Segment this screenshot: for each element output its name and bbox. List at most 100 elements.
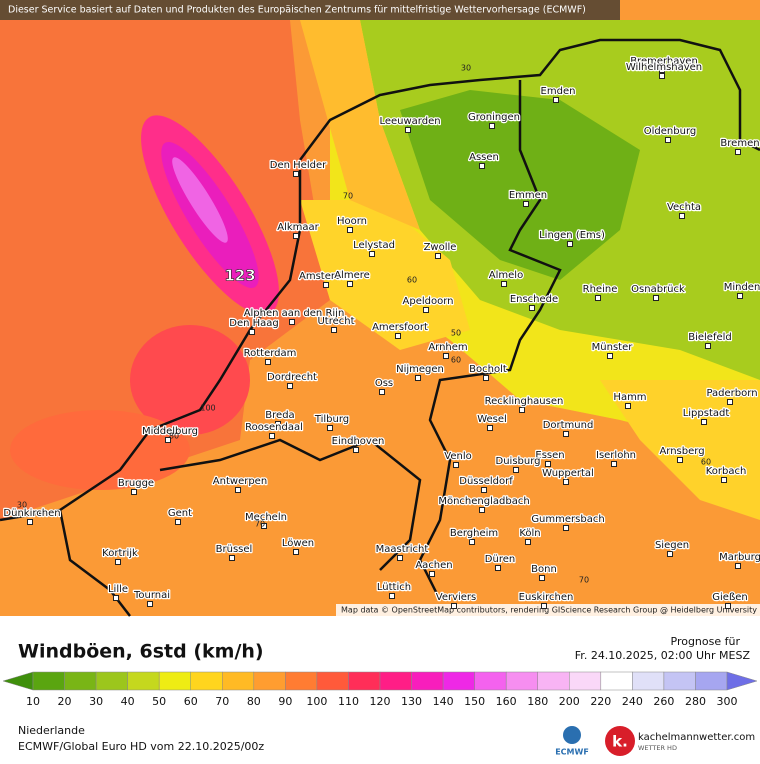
city-dot (287, 383, 293, 389)
city-label: Vechta (667, 202, 701, 213)
city-dot (519, 407, 525, 413)
city-dot (495, 565, 501, 571)
city-dot (269, 433, 275, 439)
city-label: Den Haag (229, 318, 279, 329)
city-label: Lelystad (353, 240, 395, 251)
colorbar-box (600, 671, 633, 691)
city-label: Assen (469, 152, 499, 163)
city-label: Gent (168, 508, 192, 519)
model-run: ECMWF/Global Euro HD vom 22.10.2025/00z (18, 740, 264, 753)
city-dot (443, 353, 449, 359)
city-dot (293, 171, 299, 177)
city-label: Almelo (489, 270, 523, 281)
city-label: Roosendaal (245, 422, 303, 433)
colorbar-box (127, 671, 160, 691)
city-label: Euskirchen (519, 592, 574, 603)
city-label: Tournai (133, 590, 170, 601)
city-dot (27, 519, 33, 525)
site: kachelmannwetter.com (638, 732, 755, 743)
city-label: Kortrijk (102, 548, 138, 559)
city-label: Alkmaar (277, 222, 319, 233)
colorbar-box (316, 671, 349, 691)
city-dot (327, 425, 333, 431)
city-dot (453, 462, 459, 468)
city-dot (563, 479, 569, 485)
colorbar-box (190, 671, 223, 691)
colorbar-tick: 220 (590, 695, 611, 708)
city-label: Lille (108, 584, 128, 595)
city-label: Bergheim (450, 528, 498, 539)
colorbar-tick: 150 (464, 695, 485, 708)
colorbar-tick: 160 (496, 695, 517, 708)
city-label: Düsseldorf (459, 476, 513, 487)
colorbar-box (632, 671, 665, 691)
city-label: Aachen (415, 560, 452, 571)
colorbar-tick: 50 (152, 695, 166, 708)
city-label: Bremerhaven (630, 56, 698, 67)
colorbar-tick: 120 (370, 695, 391, 708)
colorbar-tick: 70 (215, 695, 229, 708)
city-dot (595, 295, 601, 301)
city-dot (667, 551, 673, 557)
city-dot (727, 399, 733, 405)
city-dot (611, 461, 617, 467)
city-dot (563, 431, 569, 437)
contour-label: 70 (579, 576, 589, 585)
city-label: Oldenburg (644, 126, 696, 137)
city-dot (725, 603, 731, 609)
city-dot (353, 447, 359, 453)
city-dot (487, 425, 493, 431)
city-dot (563, 525, 569, 531)
city-label: Paderborn (706, 388, 757, 399)
city-label: Utrecht (317, 316, 354, 327)
city-label: Hoorn (337, 216, 367, 227)
contour-label: 80 (169, 432, 179, 441)
colorbar-tick: 110 (338, 695, 359, 708)
borders (0, 38, 760, 617)
city-dot (501, 281, 507, 287)
city-dot (249, 329, 255, 335)
contour-label: 60 (407, 276, 417, 285)
city-dot (567, 241, 573, 247)
forecast-label: Prognose für (671, 635, 741, 648)
city-dot (435, 253, 441, 259)
colorbar-box (253, 671, 286, 691)
city-label: Dünkirchen (3, 508, 60, 519)
city-dot (115, 559, 121, 565)
city-label: Marburg (719, 552, 760, 563)
city-label: Almere (334, 270, 370, 281)
colorbar-tick: 140 (433, 695, 454, 708)
city-dot (175, 519, 181, 525)
city-dot (513, 467, 519, 473)
city-dot (545, 461, 551, 467)
city-label: Düren (485, 554, 515, 565)
city-dot (659, 73, 665, 79)
city-dot (665, 137, 671, 143)
city-label: Bonn (531, 564, 557, 575)
colorbar-box (348, 671, 381, 691)
city-label: Osnabrück (631, 284, 685, 295)
city-dot (481, 487, 487, 493)
city-dot (347, 227, 353, 233)
logo-circle (605, 726, 635, 756)
ecmwf-logo: ECMWF (555, 748, 589, 757)
city-label: Lippstadt (683, 408, 730, 419)
city-label: Bremen (720, 138, 759, 149)
attribution: Map data © OpenStreetMap contributors, r… (341, 606, 757, 615)
city-label: Wilhelmshaven (626, 62, 702, 73)
city-dot (397, 555, 403, 561)
contour-label: 70 (343, 192, 353, 201)
logo: k. (612, 733, 628, 751)
colorbar-tick: 40 (121, 695, 135, 708)
colorbar-tick: 130 (401, 695, 422, 708)
city-dot (395, 333, 401, 339)
city-label: Rheine (583, 284, 618, 295)
city-label: Gummersbach (531, 514, 604, 525)
city-label: Minden (724, 282, 760, 293)
city-dot (653, 295, 659, 301)
city-dot (479, 163, 485, 169)
colorbar-end (726, 671, 758, 691)
contour-label: 60 (451, 356, 461, 365)
contour-label: 70 (255, 520, 265, 529)
attribution-bg (336, 604, 760, 616)
